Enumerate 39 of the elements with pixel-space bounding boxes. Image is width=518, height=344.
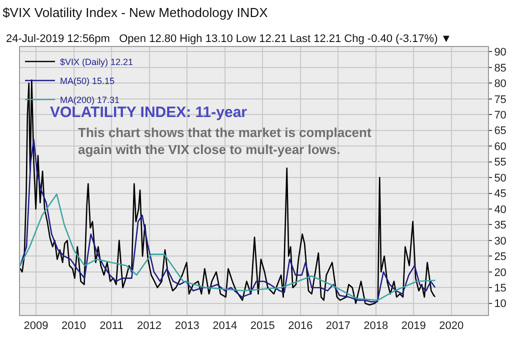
y-tick-label: 65 [494, 125, 506, 138]
y-tick-label: 45 [494, 188, 506, 200]
line-series [20, 194, 436, 301]
y-tick-label: 70 [494, 109, 506, 122]
y-tick-label: 50 [494, 172, 506, 184]
x-tick-label: 2009 [24, 320, 48, 332]
y-tick-label: 10 [494, 298, 506, 310]
legend-label: MA(50) 15.15 [60, 76, 115, 86]
chart-title: $VIX Volatility Index - New Methodology INDX [2, 5, 268, 20]
y-tick-label: 20 [494, 266, 506, 279]
x-tick-label: 2016 [288, 320, 313, 332]
y-tick-label: 30 [494, 235, 506, 248]
y-tick-label: 40 [494, 204, 506, 216]
legend-label: $VIX (Daily) 12.21 [60, 57, 134, 68]
x-tick-label: 2010 [62, 320, 86, 332]
y-tick-label: 90 [494, 46, 506, 59]
annotation: This chart shows that the market is complacent again with the VIX close to mult-year lows. [78, 125, 372, 157]
x-tick-label: 2017 [326, 320, 350, 332]
y-tick-label: 60 [494, 140, 506, 153]
x-tick-label: 2013 [174, 320, 200, 332]
line-series [20, 139, 436, 302]
x-tick-label: 2011 [100, 320, 124, 332]
legend-label: MA(200) 17.31 [60, 95, 120, 106]
chart-subtitle: 24-Jul-2019 12:56pm Open 12.80 High 13.10 Low 12.21 Last 12.21 Chg -0.40 (-3.17%) ▼ [6, 33, 452, 45]
y-tick-label: 35 [494, 220, 506, 232]
y-tick-label: 55 [494, 156, 506, 169]
y-tick-label: 15 [494, 282, 506, 294]
x-tick-label: 2015 [250, 320, 275, 332]
x-tick-label: 2020 [439, 320, 464, 332]
line-series [20, 79, 436, 306]
annotation: VOLATILITY INDEX: 11-year [50, 104, 248, 121]
x-tick-label: 2014 [212, 320, 238, 332]
x-tick-label: 2019 [401, 320, 426, 332]
y-tick-label: 85 [494, 62, 506, 74]
x-tick-label: 2018 [364, 320, 388, 332]
x-tick-label: 2012 [137, 320, 162, 332]
y-tick-label: 80 [494, 78, 506, 90]
y-tick-label: 25 [494, 251, 506, 264]
y-tick-label: 75 [494, 94, 506, 106]
